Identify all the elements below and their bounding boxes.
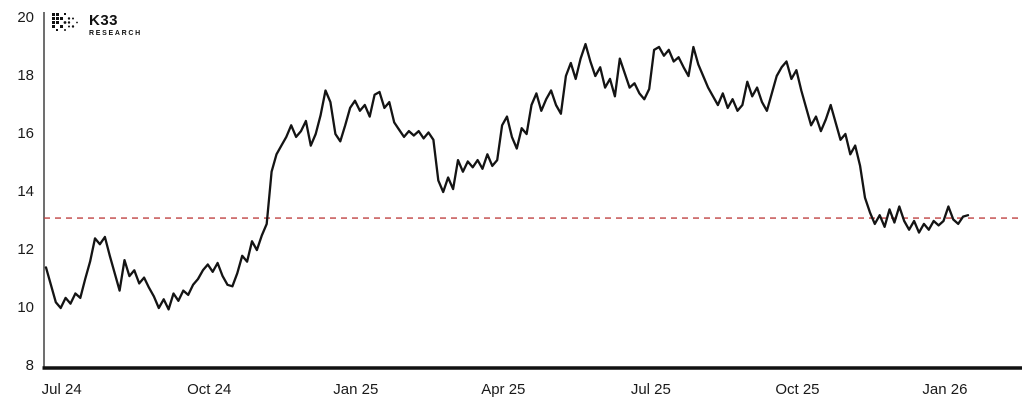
y-tick-label: 20: [17, 9, 34, 26]
y-tick-label: 18: [17, 67, 34, 84]
x-tick-label: Jul 25: [630, 381, 671, 398]
k33-logo-title: K33: [89, 12, 119, 29]
x-tick-label: Apr 25: [481, 381, 526, 398]
k33-logo-icon: [52, 13, 78, 31]
k33-logo: K33 RESEARCH: [52, 13, 142, 37]
x-tick-label: Oct 24: [187, 381, 232, 398]
y-tick-label: 10: [17, 299, 34, 316]
k33-logo-text: K33 RESEARCH: [89, 13, 142, 37]
y-tick-label: 16: [17, 125, 34, 142]
x-tick-label: Jul 24: [41, 381, 82, 398]
x-tick-label: Oct 25: [775, 381, 820, 398]
y-tick-label: 14: [17, 183, 34, 200]
y-tick-label: 12: [17, 241, 34, 258]
x-tick-label: Jan 26: [922, 381, 968, 398]
y-tick-label: 8: [25, 357, 34, 374]
k33-logo-subtitle: RESEARCH: [89, 30, 142, 37]
series-line: [44, 42, 970, 311]
x-tick-label: Jan 25: [333, 381, 379, 398]
